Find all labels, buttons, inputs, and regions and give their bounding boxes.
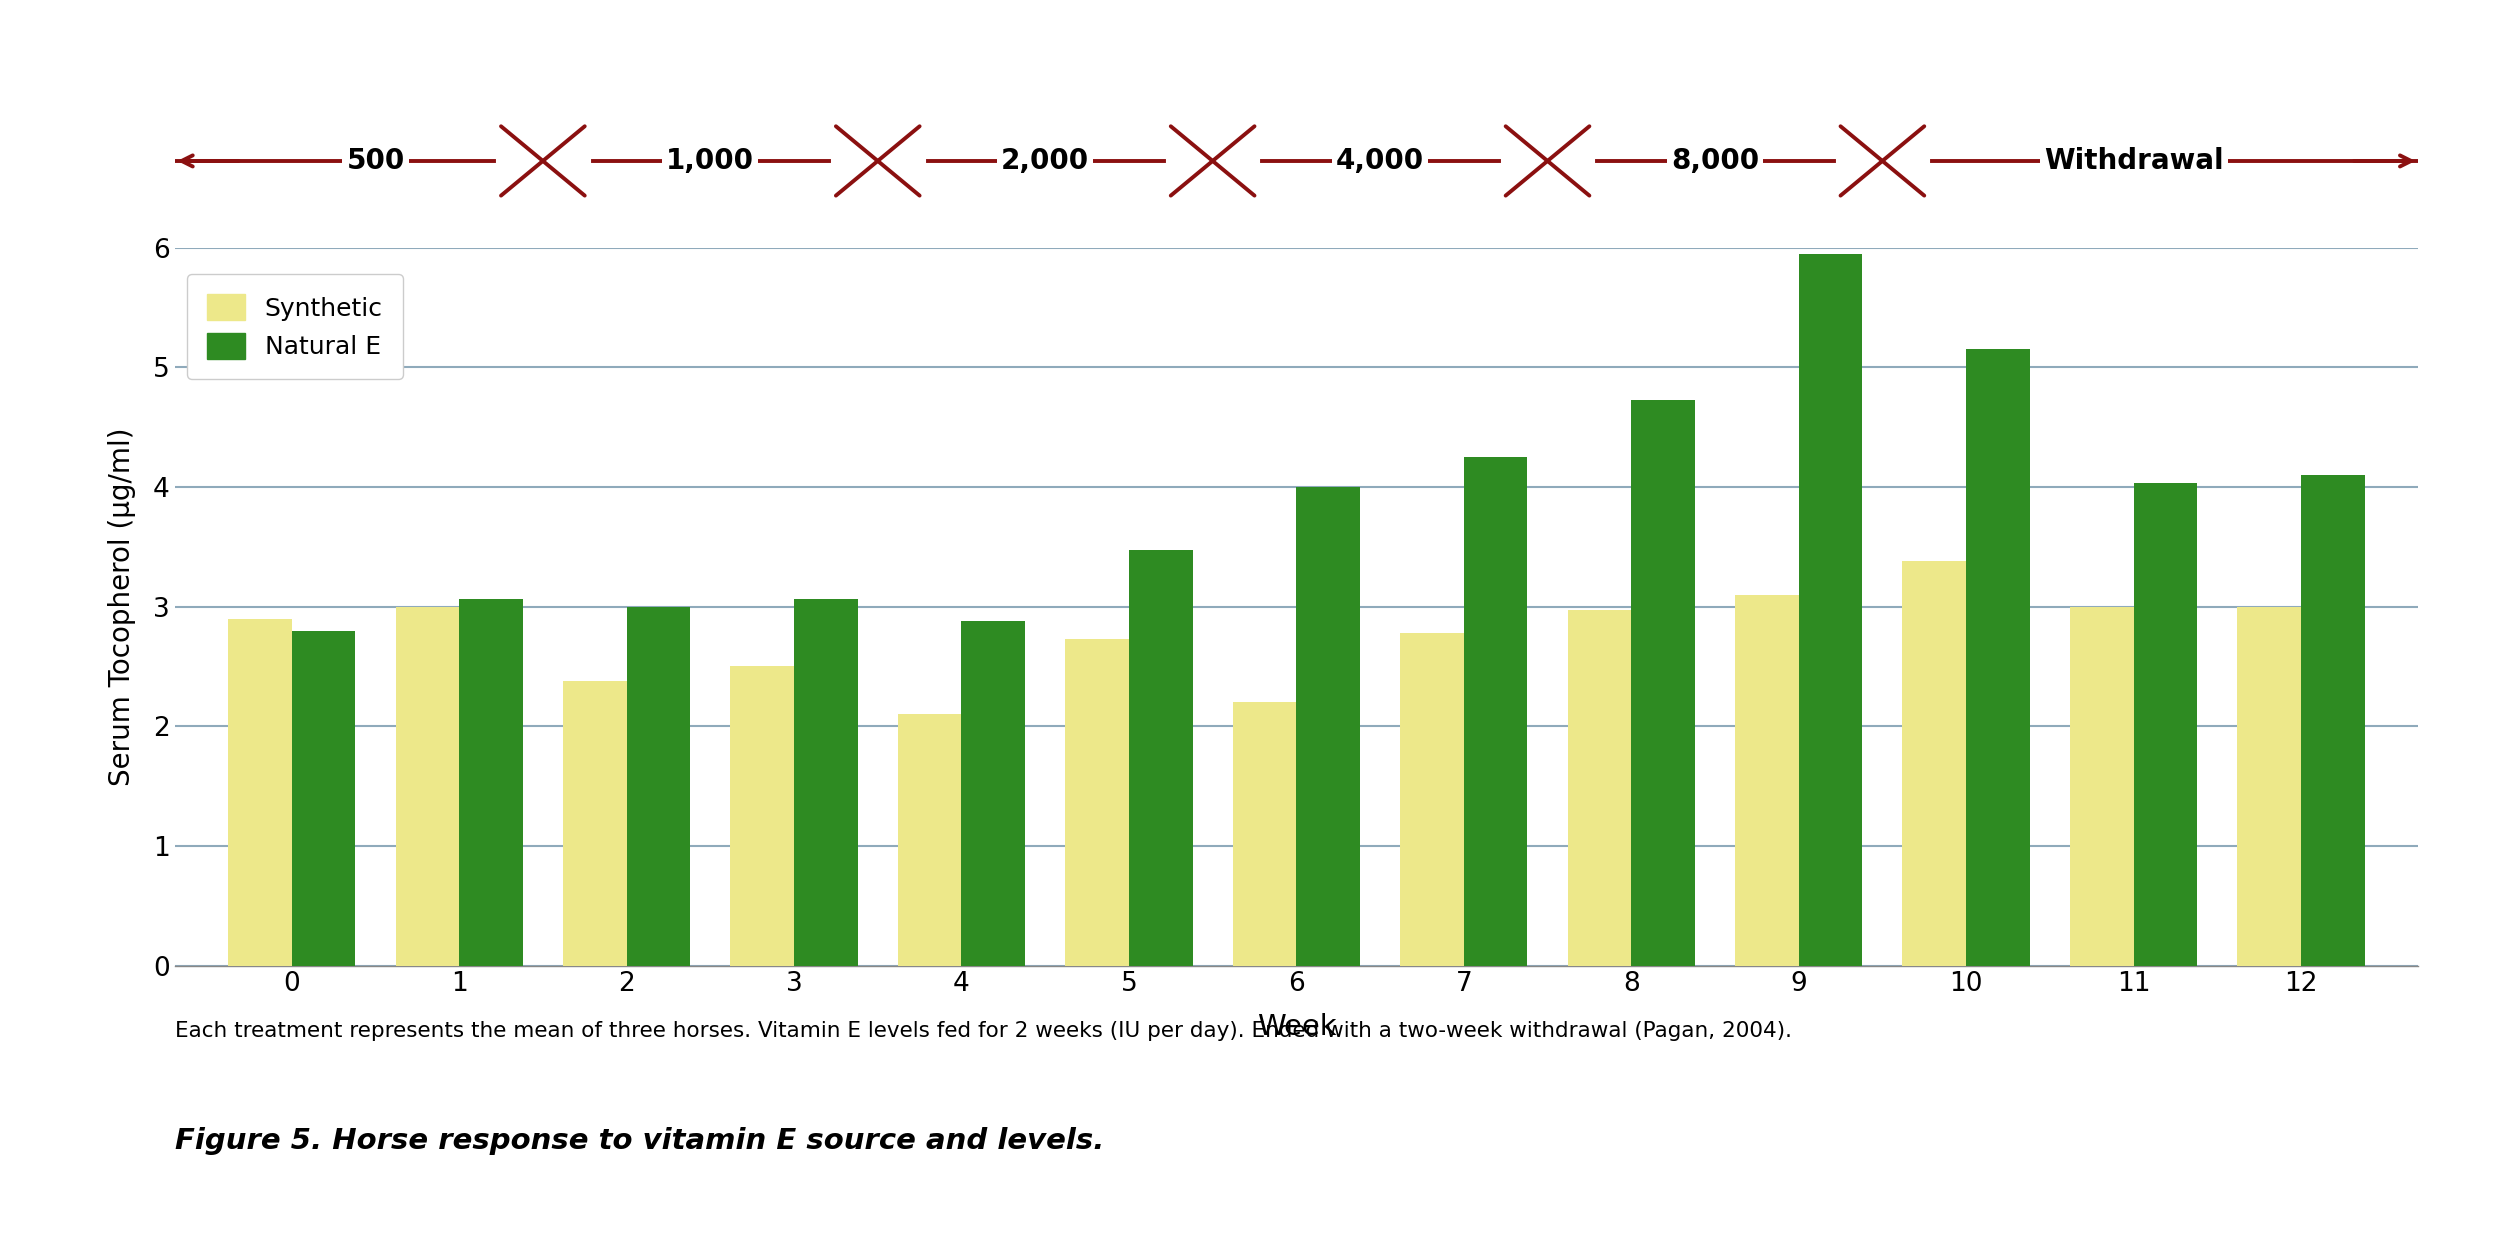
Bar xyxy=(2134,483,2196,966)
Text: 8,000: 8,000 xyxy=(1670,147,1760,175)
Bar xyxy=(897,714,962,966)
Bar xyxy=(1735,594,1797,966)
Bar xyxy=(459,599,524,966)
Bar xyxy=(2301,475,2366,966)
Bar xyxy=(626,607,691,966)
Bar xyxy=(292,630,356,966)
Bar xyxy=(396,607,459,966)
Text: Withdrawal: Withdrawal xyxy=(2044,147,2224,175)
Bar xyxy=(795,599,858,966)
X-axis label: Week: Week xyxy=(1256,1013,1336,1041)
Legend: Synthetic, Natural E: Synthetic, Natural E xyxy=(187,275,401,380)
Text: 4,000: 4,000 xyxy=(1336,147,1424,175)
Bar xyxy=(1797,254,1862,966)
Bar xyxy=(1967,349,2029,966)
Y-axis label: Serum Tocopherol (μg/ml): Serum Tocopherol (μg/ml) xyxy=(107,427,137,786)
Text: 1,000: 1,000 xyxy=(666,147,755,175)
Text: 2,000: 2,000 xyxy=(1002,147,1089,175)
Bar xyxy=(1129,551,1192,966)
Bar xyxy=(1065,639,1129,966)
Bar xyxy=(730,666,795,966)
Text: Each treatment represents the mean of three horses. Vitamin E levels fed for 2 w: Each treatment represents the mean of th… xyxy=(175,1021,1792,1041)
Bar xyxy=(1902,561,1967,966)
Bar xyxy=(962,621,1025,966)
Text: 500: 500 xyxy=(347,147,404,175)
Bar xyxy=(1296,487,1361,966)
Bar xyxy=(1568,610,1630,966)
Bar xyxy=(1463,457,1528,966)
Bar xyxy=(1232,702,1296,966)
Bar xyxy=(563,681,626,966)
Bar xyxy=(227,619,292,966)
Bar xyxy=(1630,400,1695,966)
Bar xyxy=(1401,633,1463,966)
Bar xyxy=(2236,607,2301,966)
Bar xyxy=(2069,607,2134,966)
Text: Figure 5. Horse response to vitamin E source and levels.: Figure 5. Horse response to vitamin E so… xyxy=(175,1127,1104,1155)
